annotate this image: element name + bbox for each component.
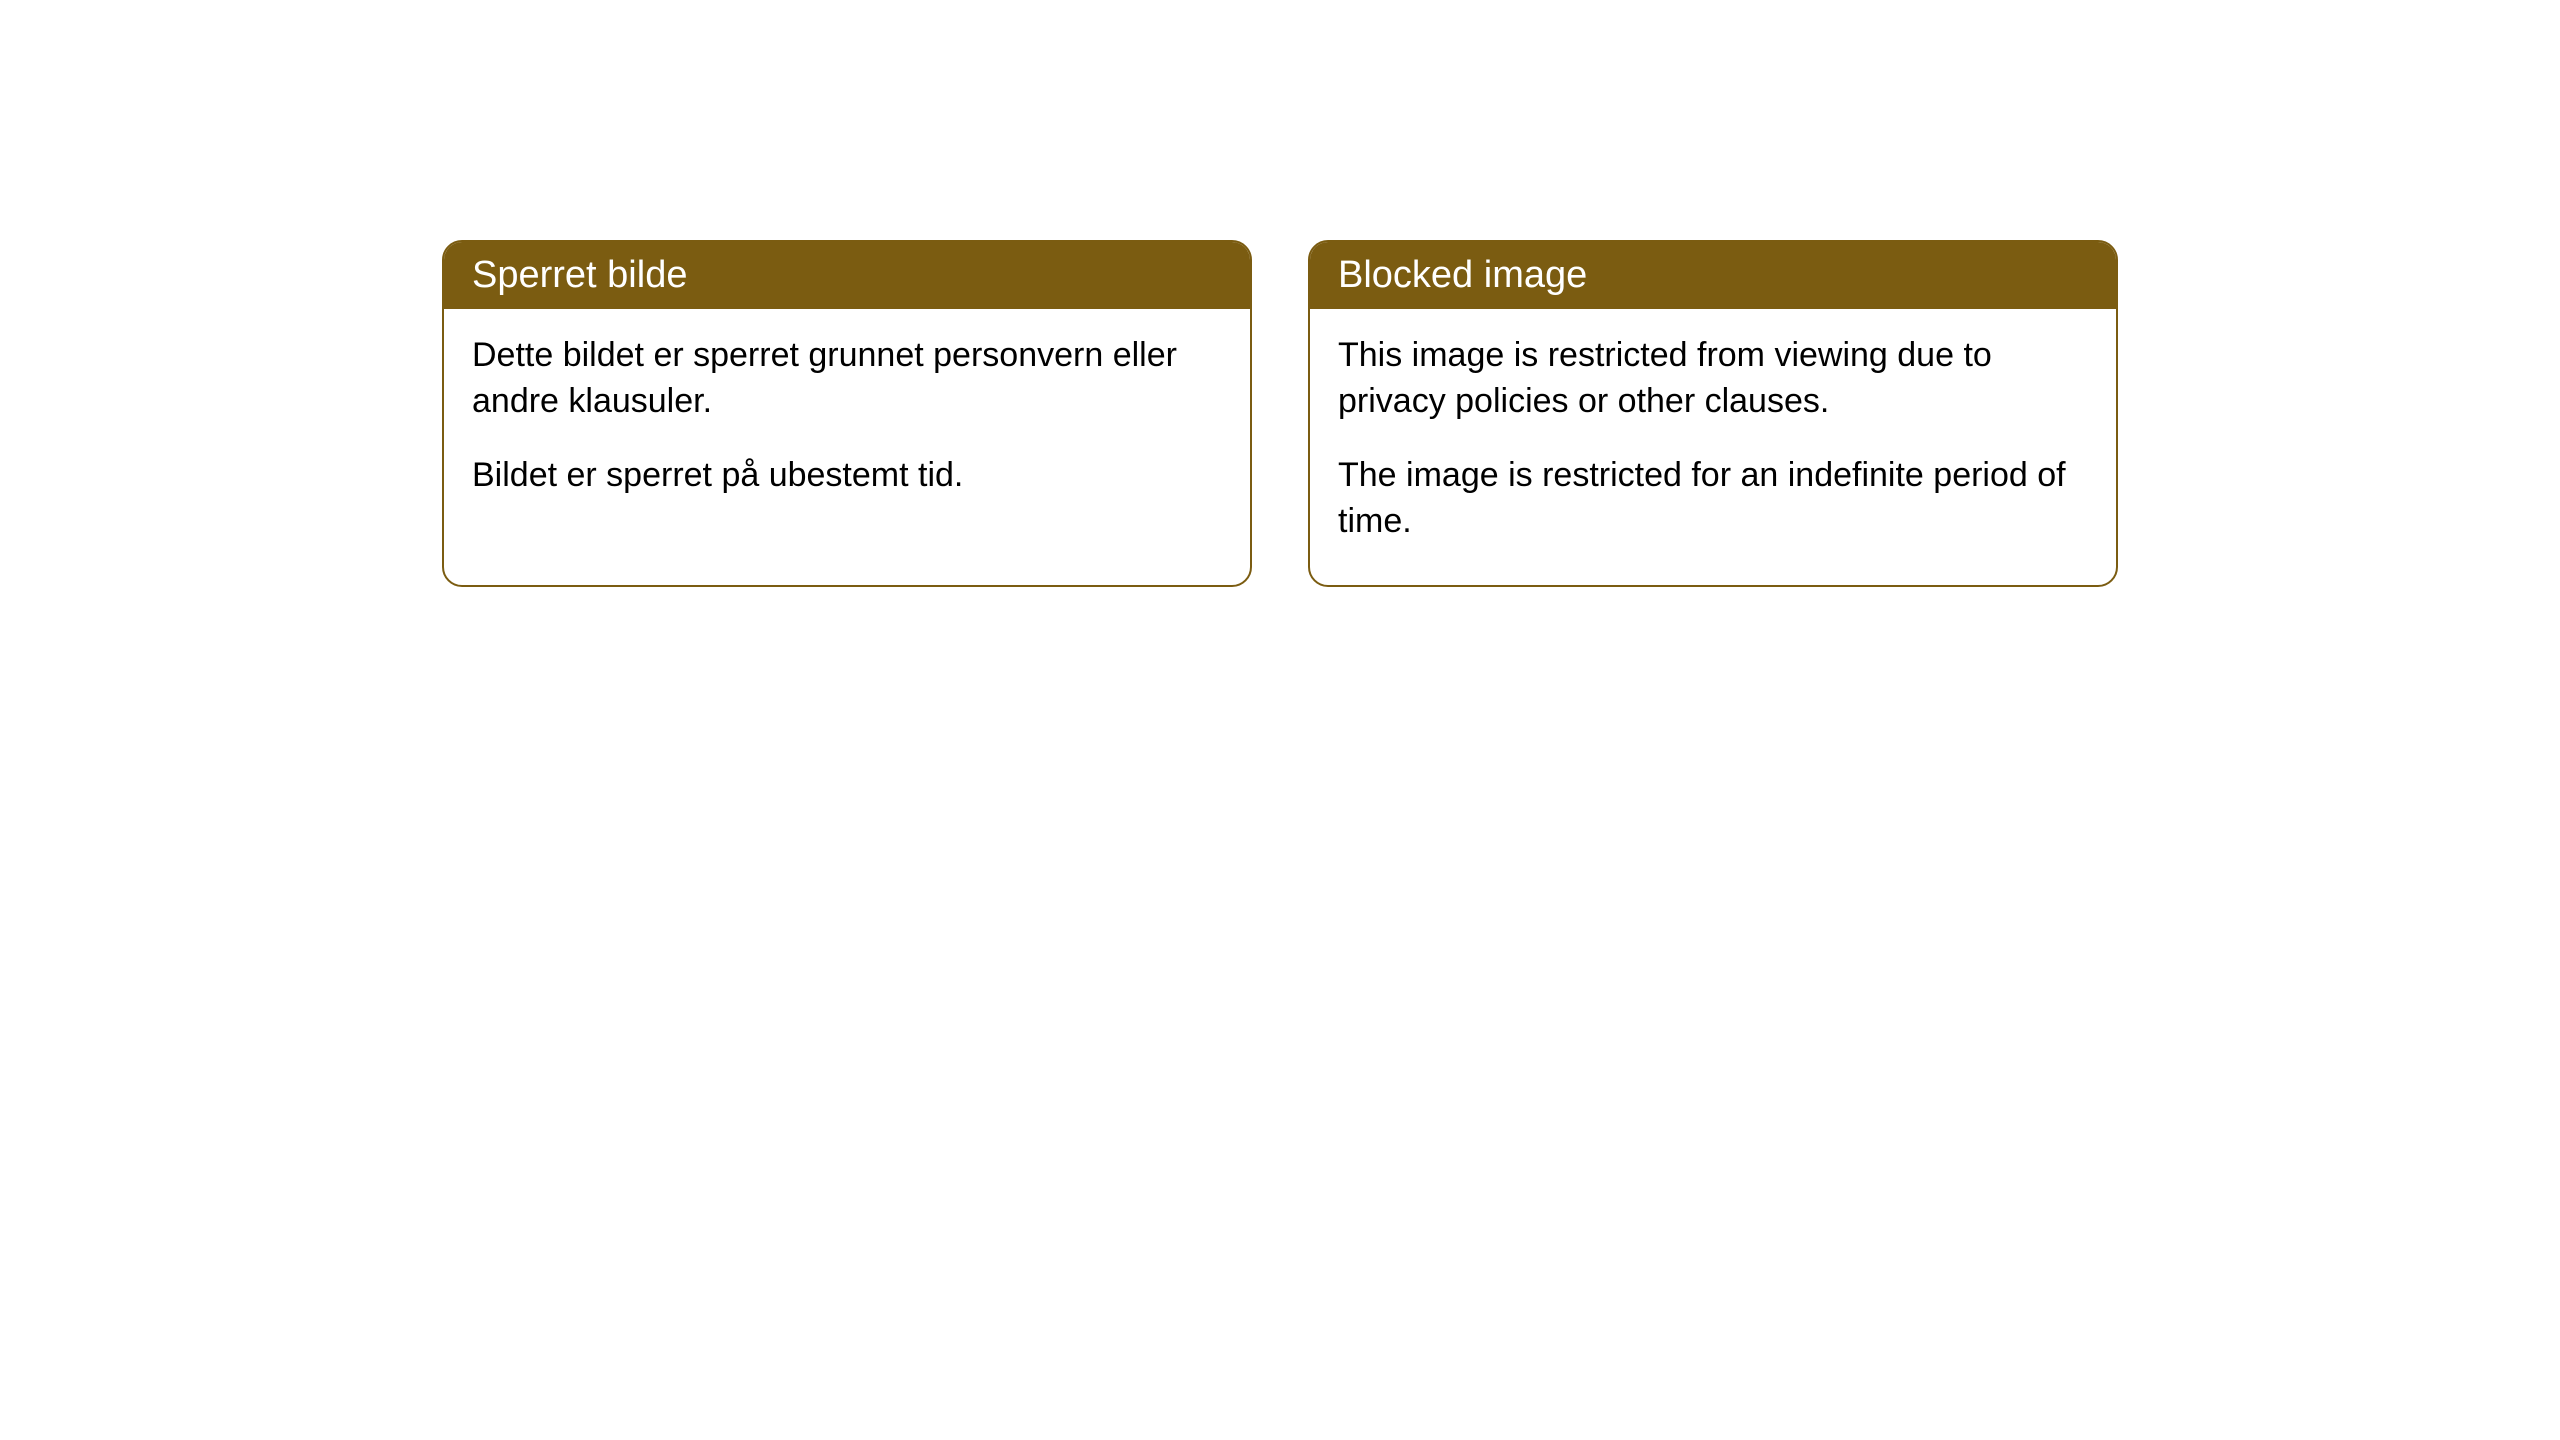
notice-container: Sperret bilde Dette bildet er sperret gr… — [442, 240, 2118, 587]
notice-paragraph-2-norwegian: Bildet er sperret på ubestemt tid. — [472, 453, 1222, 499]
notice-body-norwegian: Dette bildet er sperret grunnet personve… — [444, 309, 1250, 539]
notice-header-norwegian: Sperret bilde — [444, 242, 1250, 309]
notice-box-norwegian: Sperret bilde Dette bildet er sperret gr… — [442, 240, 1252, 587]
notice-paragraph-2-english: The image is restricted for an indefinit… — [1338, 453, 2088, 545]
notice-header-english: Blocked image — [1310, 242, 2116, 309]
notice-body-english: This image is restricted from viewing du… — [1310, 309, 2116, 585]
notice-paragraph-1-norwegian: Dette bildet er sperret grunnet personve… — [472, 333, 1222, 425]
notice-paragraph-1-english: This image is restricted from viewing du… — [1338, 333, 2088, 425]
notice-box-english: Blocked image This image is restricted f… — [1308, 240, 2118, 587]
